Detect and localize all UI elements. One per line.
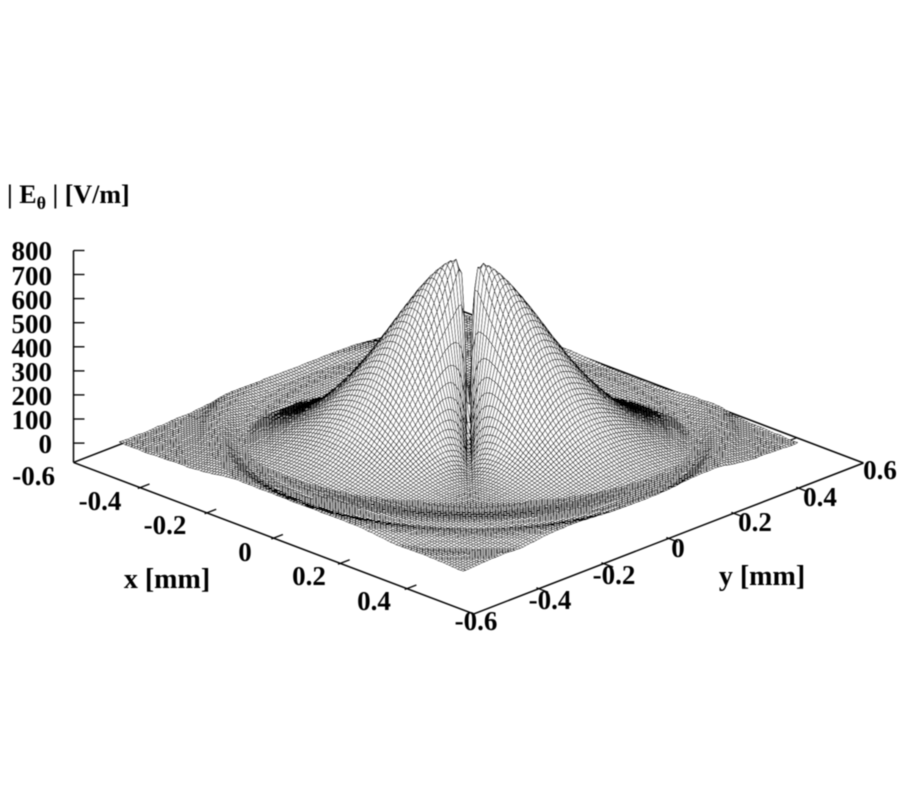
- svg-text:y [mm]: y [mm]: [719, 561, 805, 592]
- svg-text:| Eθ | [V/m]: | Eθ | [V/m]: [7, 180, 130, 213]
- svg-text:200: 200: [12, 381, 53, 411]
- svg-text:700: 700: [12, 261, 53, 291]
- svg-text:0: 0: [39, 429, 53, 459]
- svg-text:0.4: 0.4: [357, 586, 391, 616]
- svg-text:-0.2: -0.2: [144, 510, 187, 540]
- svg-text:-0.4: -0.4: [79, 486, 122, 516]
- svg-text:x [mm]: x [mm]: [124, 564, 210, 595]
- svg-text:500: 500: [12, 309, 53, 339]
- svg-text:0: 0: [671, 533, 685, 563]
- svg-text:-0.6: -0.6: [455, 606, 498, 636]
- svg-text:800: 800: [12, 236, 53, 266]
- svg-text:-0.2: -0.2: [593, 560, 636, 590]
- svg-text:300: 300: [12, 357, 53, 387]
- svg-text:0.2: 0.2: [292, 561, 326, 591]
- svg-text:100: 100: [12, 405, 53, 435]
- svg-text:-0.6: -0.6: [12, 461, 55, 491]
- svg-text:0.6: 0.6: [863, 455, 897, 485]
- svg-text:400: 400: [12, 333, 53, 363]
- svg-text:600: 600: [12, 285, 53, 315]
- svg-text:0: 0: [238, 537, 252, 567]
- svg-text:-0.4: -0.4: [529, 585, 572, 615]
- svg-text:0.2: 0.2: [738, 507, 772, 537]
- svg-text:0.4: 0.4: [803, 482, 837, 512]
